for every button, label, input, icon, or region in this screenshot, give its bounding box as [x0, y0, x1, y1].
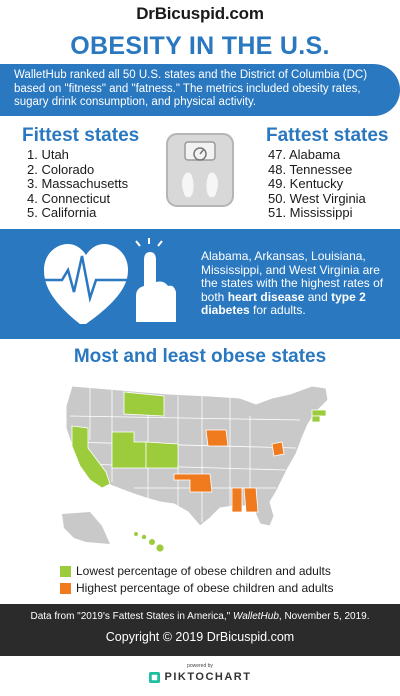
list-item: 51. Mississippi: [268, 205, 353, 220]
list-item: 5. California: [27, 205, 97, 220]
state-connecticut: [311, 415, 321, 423]
fattest-heading: Fattest states: [266, 125, 389, 146]
state-oklahoma: [173, 473, 213, 493]
state-massachusetts: [311, 409, 327, 417]
brand-logo: DrBicuspid.com: [136, 4, 264, 23]
list-item: 50. West Virginia: [268, 190, 366, 206]
heart-disease-label: heart disease: [227, 289, 305, 304]
legend-lowest: Lowest percentage of obese children and …: [60, 564, 331, 578]
list-item: 47. Alabama: [268, 147, 341, 162]
list-item: 3. Massachusetts: [27, 176, 129, 191]
legend-lowest-label: Lowest percentage of obese children and …: [76, 564, 331, 578]
fattest-list: 47. Alabama 48. Tennessee 49. Kentucky 5…: [268, 147, 366, 221]
list-item: 49. Kentucky: [268, 176, 344, 191]
state-mississippi: [231, 487, 243, 513]
list-item: 4. Connecticut: [27, 190, 111, 206]
footer: Data from "2019's Fattest States in Amer…: [0, 604, 400, 656]
intro-text: WalletHub ranked all 50 U.S. states and …: [14, 69, 368, 108]
state-colorado: [145, 441, 179, 469]
legend-highest: Highest percentage of obese children and…: [60, 581, 334, 595]
state-west-virginia: [271, 441, 285, 457]
list-item: 1. Utah: [27, 147, 69, 162]
mainland-outline: [65, 385, 329, 527]
page-title: OBESITY IN THE U.S.: [70, 32, 330, 60]
intro-banner: WalletHub ranked all 50 U.S. states and …: [0, 64, 400, 116]
state-alabama: [243, 487, 259, 513]
legend-highest-label: Highest percentage of obese children and…: [76, 581, 334, 595]
legend-green-swatch: [60, 565, 71, 577]
map-heading: Most and least obese states: [73, 346, 327, 367]
fittest-heading: Fittest states: [22, 125, 140, 146]
heart-rate-pointing-hand-icon: [40, 238, 176, 324]
state-alaska: [62, 512, 110, 544]
piktochart-logo[interactable]: PIKTOCHART: [0, 671, 400, 683]
fittest-list: 1. Utah 2. Colorado 3. Massachusetts 4. …: [27, 147, 129, 221]
state-montana: [123, 391, 165, 417]
powered-by-label: powered by: [187, 663, 213, 669]
us-states-map: [62, 385, 329, 552]
source-text: Data from "2019's Fattest States in Amer…: [30, 611, 370, 622]
piktochart-icon: [148, 671, 160, 683]
piktochart-wordmark: PIKTOCHART: [164, 671, 252, 683]
list-item: 48. Tennessee: [268, 161, 353, 177]
disease-text: Alabama, Arkansas, Louisiana, Mississipp…: [201, 249, 384, 317]
legend-orange-swatch: [60, 582, 71, 594]
state-california: [71, 425, 111, 489]
diabetes-label: type 2 diabetes: [201, 289, 366, 317]
copyright-text: Copyright © 2019 DrBicuspid.com: [105, 630, 295, 644]
state-iowa: [205, 429, 229, 447]
list-item: 2. Colorado: [27, 161, 95, 177]
state-hawaii: [134, 532, 164, 552]
source-publication: WalletHub: [232, 611, 279, 622]
bathroom-scale-icon: [166, 133, 234, 207]
